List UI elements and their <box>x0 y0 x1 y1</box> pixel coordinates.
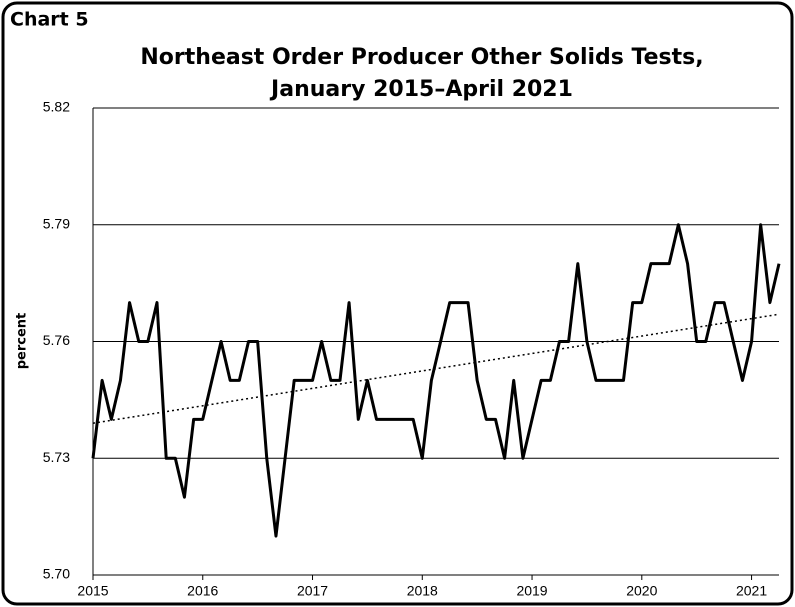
trend-line <box>92 313 780 424</box>
x-tick-label: 2018 <box>407 583 438 599</box>
chart-title: Northeast Order Producer Other Solids Te… <box>140 45 703 70</box>
x-tick-label: 2021 <box>736 583 767 599</box>
x-tick-label: 2015 <box>77 583 108 599</box>
y-tick-label: 5.70 <box>43 566 70 582</box>
y-tick-label: 5.76 <box>43 332 70 348</box>
x-tick-label: 2020 <box>626 583 657 599</box>
y-tick-label: 5.79 <box>43 215 70 231</box>
data-line <box>91 223 781 538</box>
chart-title: January 2015–April 2021 <box>269 77 573 102</box>
x-tick-label: 2019 <box>516 583 547 599</box>
y-axis-label: percent <box>15 313 30 370</box>
y-tick-label: 5.73 <box>43 449 70 465</box>
x-tick-label: 2017 <box>297 583 328 599</box>
x-tick-label: 2016 <box>187 583 218 599</box>
chart-label: Chart 5 <box>10 9 89 31</box>
y-tick-label: 5.82 <box>43 99 70 115</box>
